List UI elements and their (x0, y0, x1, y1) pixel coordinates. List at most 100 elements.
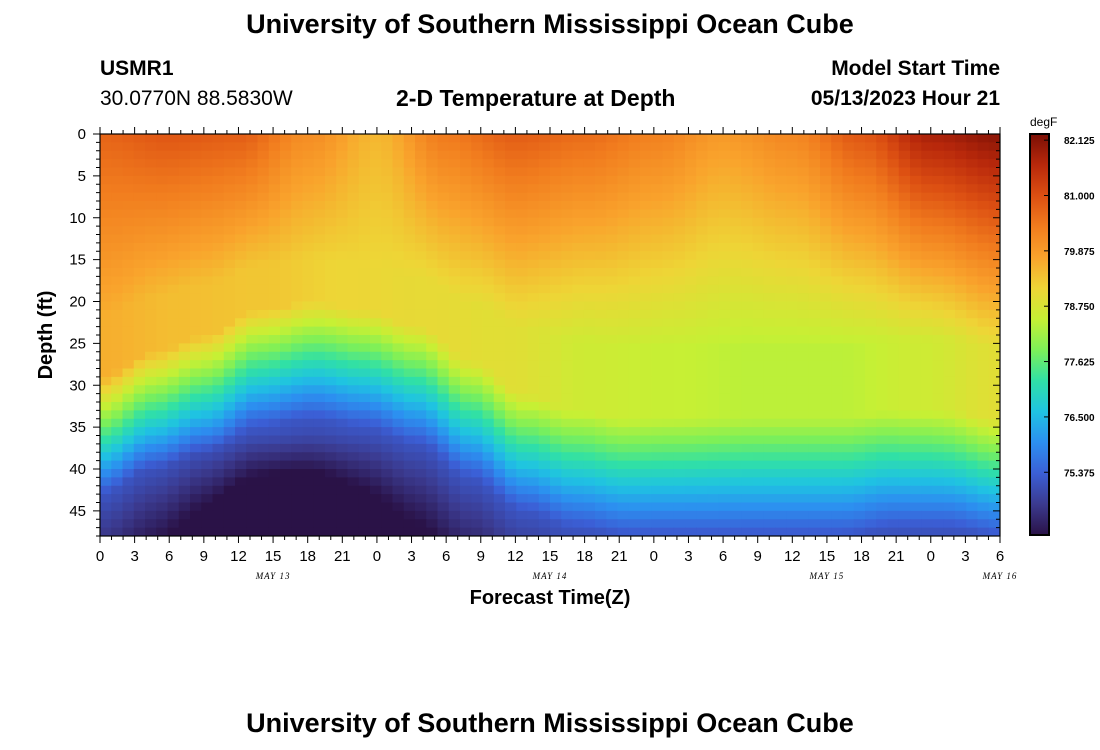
heatmap-cell (842, 150, 855, 160)
heatmap-cell (347, 150, 360, 160)
heatmap-cell (415, 360, 427, 370)
heatmap-cell (122, 435, 135, 445)
heatmap-cell (133, 469, 146, 478)
heatmap-cell (853, 452, 866, 462)
heatmap-cell (302, 452, 315, 462)
heatmap-cell (392, 226, 405, 236)
heatmap-cell (302, 469, 315, 478)
heatmap-cell (865, 293, 877, 303)
heatmap-cell (673, 134, 686, 143)
heatmap-cell (471, 335, 484, 344)
heatmap-cell (786, 360, 799, 370)
heatmap-cell (831, 435, 844, 445)
heatmap-cell (617, 402, 630, 411)
heatmap-cell (145, 150, 157, 160)
heatmap-cell (752, 192, 765, 202)
heatmap-cell (178, 150, 191, 160)
heatmap-cell (786, 134, 799, 143)
heatmap-cell (831, 226, 844, 236)
heatmap-cell (460, 175, 472, 185)
heatmap-cell (482, 393, 495, 403)
heatmap-cell (302, 284, 315, 294)
heatmap-cell (741, 443, 754, 453)
heatmap-cell (156, 485, 169, 495)
heatmap-cell (358, 234, 371, 244)
heatmap-cell (302, 142, 315, 152)
heatmap-cell (471, 134, 484, 143)
heatmap-cell (752, 443, 765, 453)
heatmap-cell (325, 385, 337, 395)
heatmap-cell (550, 494, 562, 504)
heatmap-cell (246, 142, 259, 152)
heatmap-cell (156, 477, 169, 487)
heatmap-cell (628, 502, 641, 512)
heatmap-cell (820, 477, 832, 487)
heatmap-cell (133, 150, 146, 160)
heatmap-cell (538, 393, 551, 403)
heatmap-cell (718, 368, 731, 378)
heatmap-cell (448, 443, 461, 453)
heatmap-cell (516, 376, 529, 386)
heatmap-cell (673, 435, 686, 445)
date-label: MAY 13 (255, 571, 291, 581)
heatmap-cell (808, 284, 821, 294)
heatmap-cell (673, 418, 686, 428)
heatmap-cell (212, 494, 225, 504)
heatmap-cell (527, 402, 540, 411)
heatmap-cell (966, 393, 979, 403)
heatmap-cell (853, 201, 866, 210)
heatmap-cell (493, 393, 506, 403)
heatmap-cell (167, 234, 180, 244)
heatmap-cell (673, 326, 686, 336)
heatmap-cell (448, 469, 461, 478)
heatmap-cell (302, 519, 315, 529)
heatmap-cell (415, 376, 427, 386)
heatmap-cell (212, 318, 225, 328)
heatmap-cell (437, 242, 450, 252)
heatmap-cell (370, 418, 382, 428)
x-tick-label: 3 (684, 548, 692, 565)
heatmap-cell (628, 142, 641, 152)
heatmap-cell (145, 343, 157, 353)
heatmap-cell (550, 360, 562, 370)
heatmap-cell (842, 460, 855, 470)
heatmap-cell (808, 477, 821, 487)
heatmap-cell (426, 226, 439, 236)
heatmap-cell (988, 251, 1000, 261)
heatmap-cell (887, 234, 900, 244)
heatmap-cell (898, 192, 911, 202)
heatmap-cell (797, 452, 810, 462)
heatmap-cell (898, 527, 911, 536)
heatmap-cell (302, 184, 315, 194)
heatmap-cell (268, 134, 281, 143)
heatmap-cell (595, 452, 607, 462)
heatmap-cell (291, 393, 304, 403)
heatmap-cell (392, 427, 405, 437)
heatmap-cell (437, 251, 450, 261)
heatmap-cell (111, 276, 124, 286)
x-tick-label: 0 (927, 548, 935, 565)
heatmap-cell (583, 485, 596, 495)
heatmap-cell (898, 309, 911, 319)
heatmap-cell (212, 234, 225, 244)
heatmap-cell (550, 217, 562, 227)
heatmap-cell (932, 251, 945, 261)
heatmap-cell (662, 201, 675, 210)
heatmap-cell (977, 242, 990, 252)
heatmap-cell (583, 427, 596, 437)
heatmap-cell (865, 427, 877, 437)
heatmap-cell (178, 385, 191, 395)
heatmap-cell (302, 435, 315, 445)
heatmap-cell (887, 368, 900, 378)
heatmap-cell (696, 385, 709, 395)
heatmap-cell (392, 150, 405, 160)
heatmap-cell (583, 142, 596, 152)
heatmap-cell (977, 335, 990, 344)
heatmap-cell (898, 217, 911, 227)
x-tick-label: 0 (373, 548, 381, 565)
heatmap-cell (718, 309, 731, 319)
heatmap-cell (257, 167, 270, 177)
model-start-value: 05/13/2023 Hour 21 (810, 87, 1000, 110)
heatmap-cell (358, 217, 371, 227)
heatmap-cell (122, 402, 135, 411)
